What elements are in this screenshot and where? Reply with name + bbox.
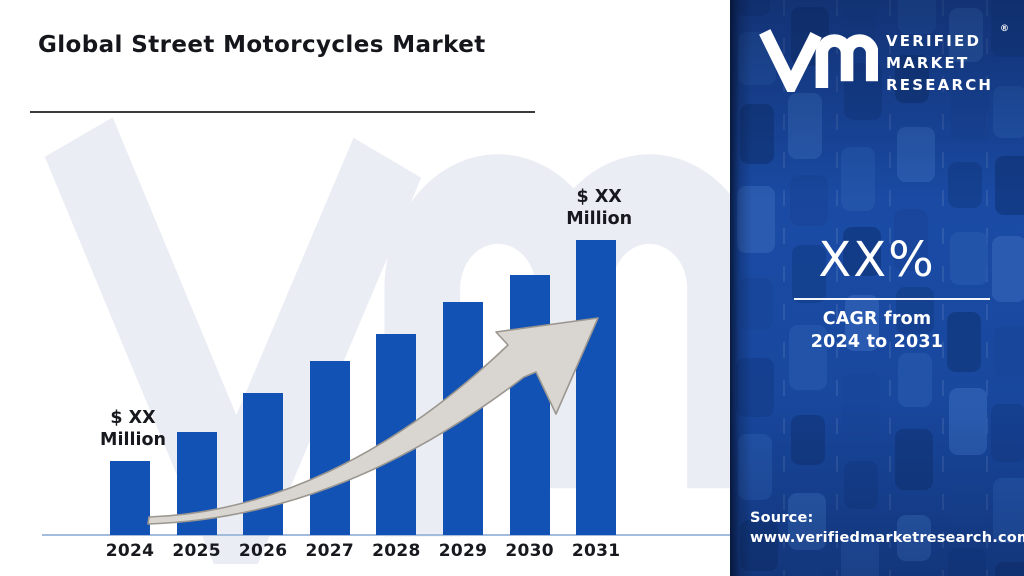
x-tick-2025: 2025 <box>172 541 221 561</box>
source-url: www.verifiedmarketresearch.com <box>750 530 1024 546</box>
sidebar-tint-overlay <box>730 0 1024 576</box>
brand-block: VERIFIED MARKET RESEARCH ® <box>730 0 1024 120</box>
x-tick-2029: 2029 <box>438 541 488 561</box>
brand-line-2: MARKET <box>886 54 970 72</box>
page-title: Global Street Motorcycles Market <box>38 32 486 58</box>
cagr-caption-line-1: CAGR from <box>822 309 932 329</box>
cagr-value: XX% <box>818 232 936 288</box>
bar-chart: 2024 $ XX Million 2025 2026 2027 2028 2029 2030 2… <box>42 187 730 561</box>
brand-sidebar: VERIFIED MARKET RESEARCH ® XX% CAGR from… <box>730 0 1024 576</box>
registered-trademark-icon: ® <box>1000 24 1009 34</box>
chart-panel: Global Street Motorcycles Market 2024 $ X… <box>30 32 730 564</box>
value-label-2031: $ XX Million <box>566 187 633 229</box>
x-tick-2027: 2027 <box>305 541 355 561</box>
brand-name: VERIFIED MARKET RESEARCH <box>886 30 993 96</box>
cagr-stat: XX% CAGR from 2024 to 2031 <box>730 232 1024 352</box>
stat-divider-line <box>794 298 990 300</box>
x-tick-2030: 2030 <box>505 541 554 561</box>
brand-line-3: RESEARCH <box>886 76 994 94</box>
x-tick-2024: 2024 <box>105 541 155 561</box>
source-label: Source: <box>750 510 814 526</box>
cagr-caption: CAGR from 2024 to 2031 <box>730 308 1024 354</box>
x-tick-2031: 2031 <box>571 541 621 561</box>
x-axis-line <box>42 534 730 536</box>
brand-line-1: VERIFIED <box>886 32 982 50</box>
bar-2031 <box>576 240 617 535</box>
bar-2030 <box>509 275 550 535</box>
vm-logo-icon <box>759 29 878 92</box>
value-label-2024: $ XX Million <box>100 408 166 450</box>
x-tick-2028: 2028 <box>372 541 421 561</box>
bar-2024 <box>110 461 150 535</box>
growth-trend-arrow-icon <box>147 317 599 525</box>
bar-2027 <box>309 361 350 535</box>
cagr-caption-line-2: 2024 to 2031 <box>810 332 944 352</box>
source-block: Source: www.verifiedmarketresearch.com <box>750 508 1024 548</box>
title-underline <box>30 111 535 113</box>
x-tick-2026: 2026 <box>238 541 288 561</box>
